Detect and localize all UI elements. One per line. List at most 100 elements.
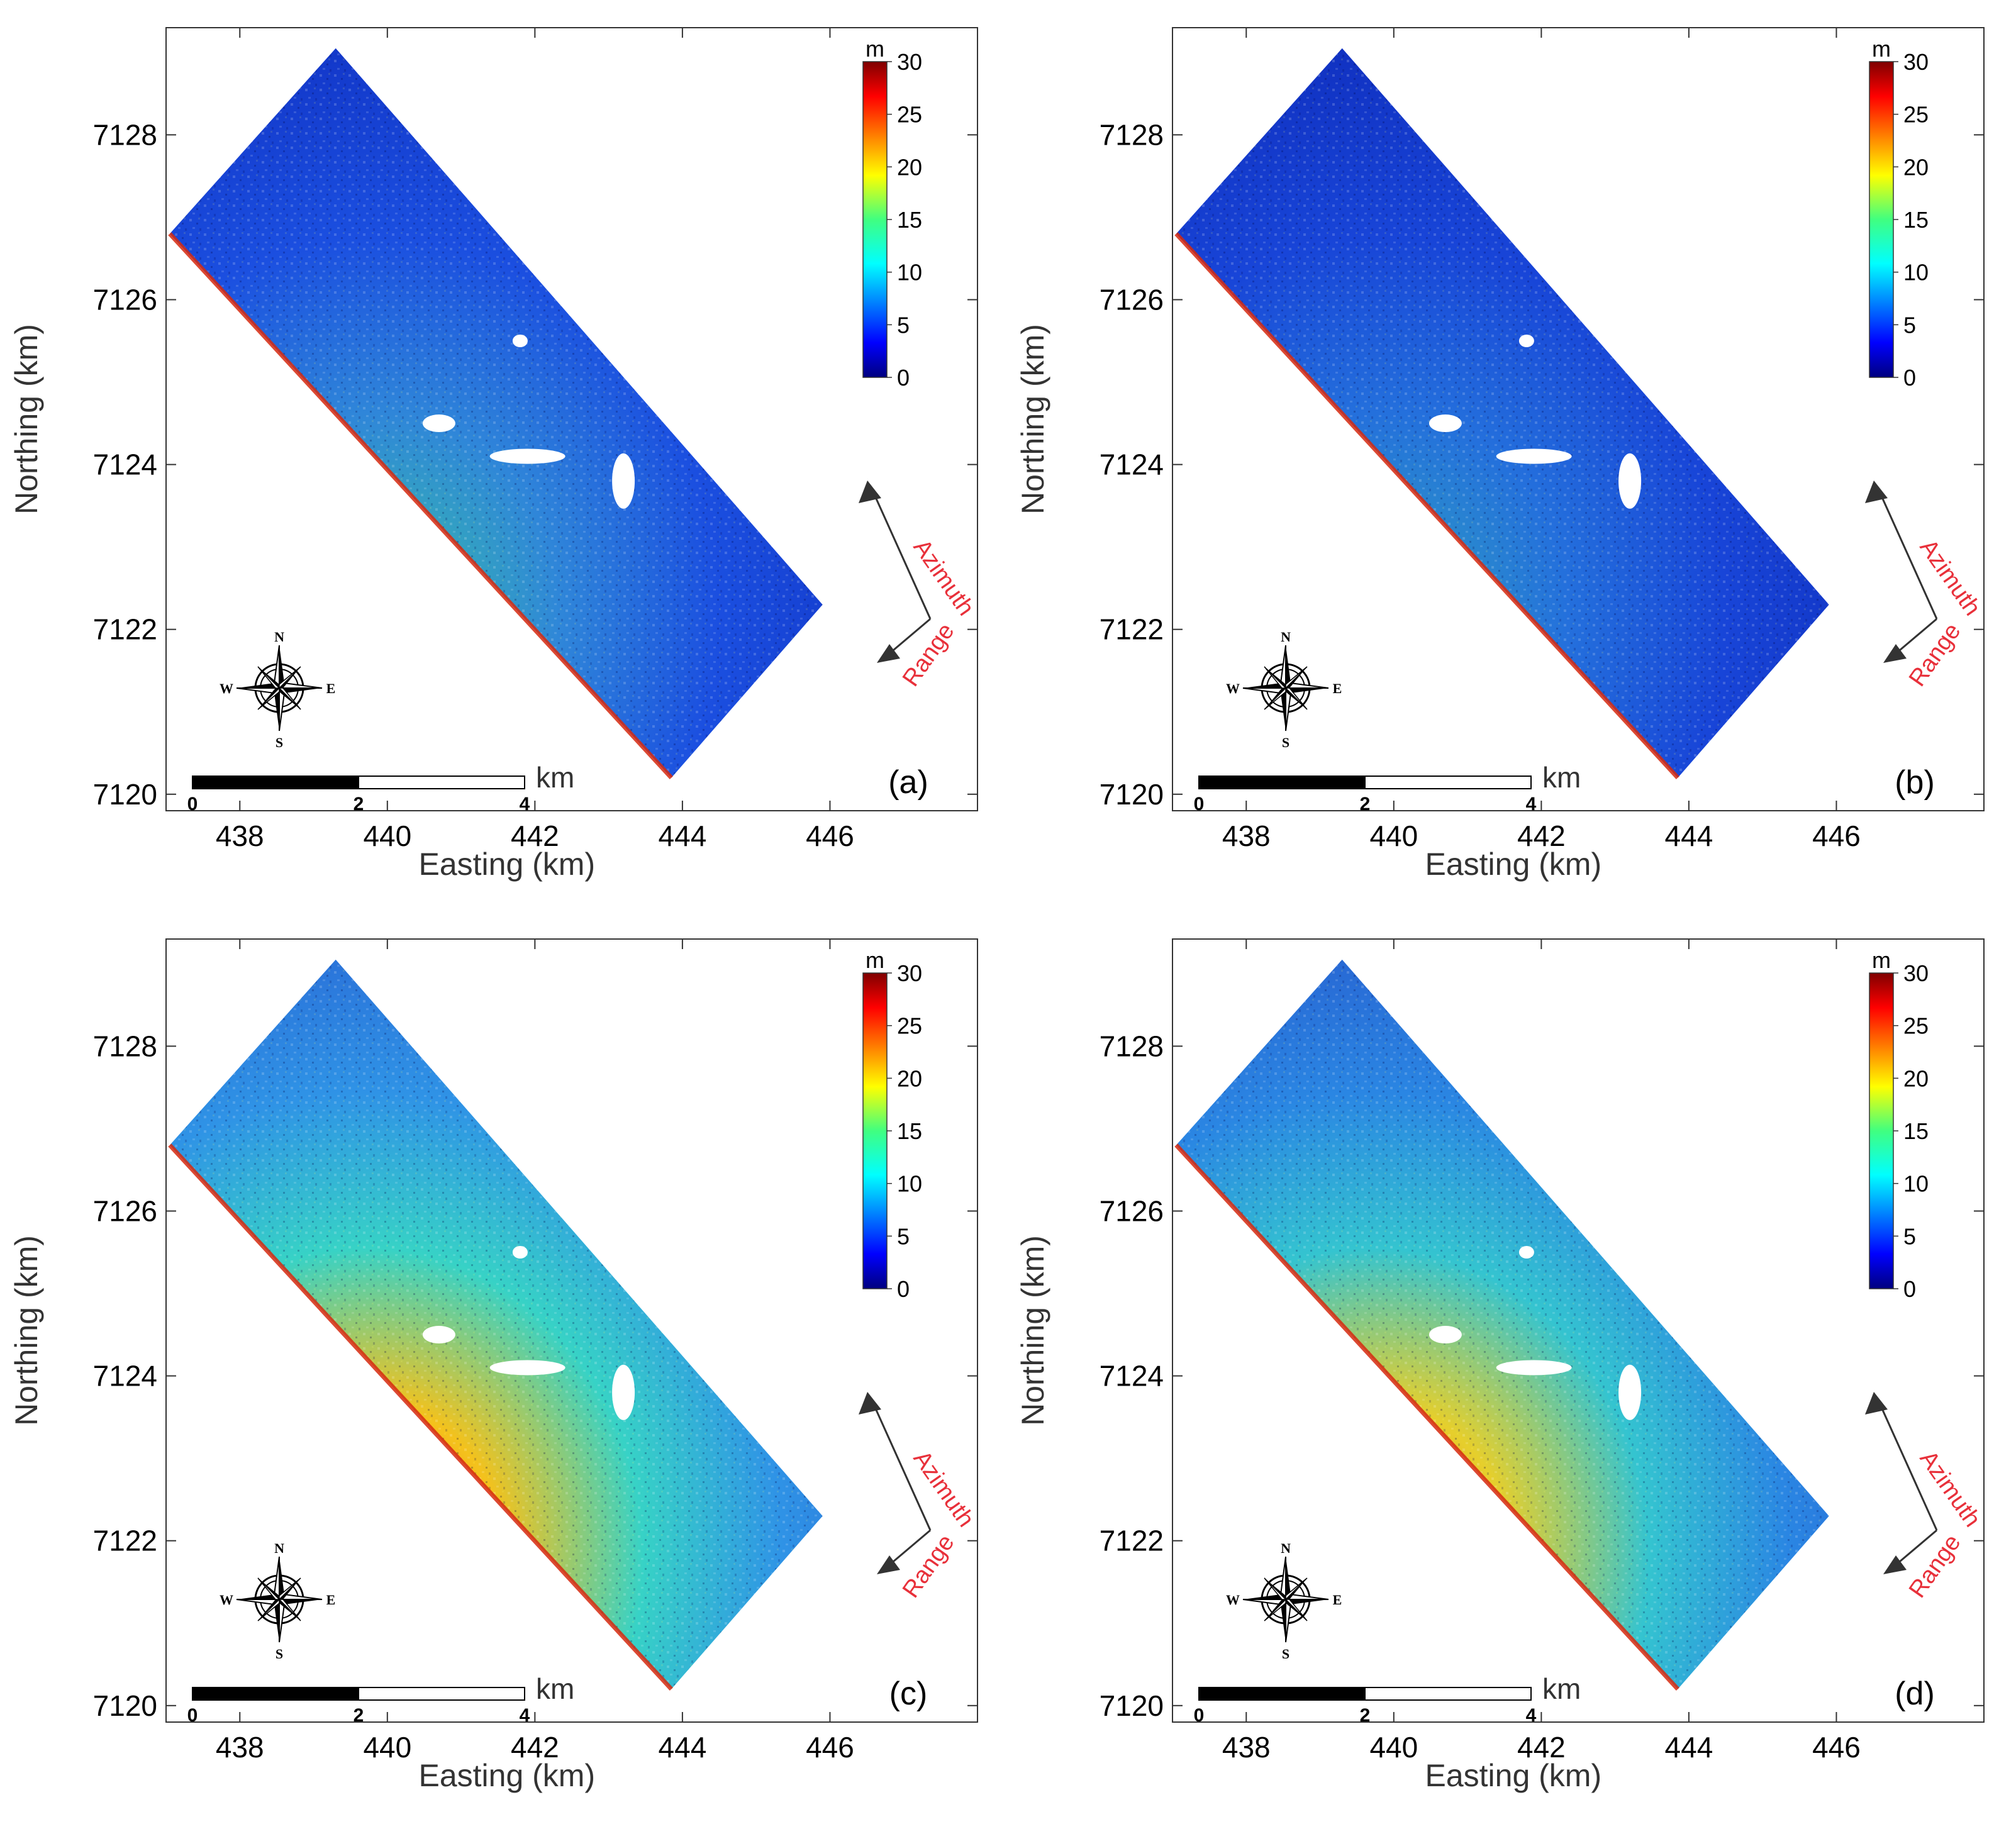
y-axis-title: Northing (km) [9,1235,44,1426]
y-tick-label: 7126 [1100,1194,1164,1227]
colorbar-tick-label: 0 [1903,1276,1916,1302]
y-tick-label: 7120 [1100,1689,1164,1722]
x-tick-label: 442 [1517,1731,1566,1764]
no-data-patch [565,1138,578,1152]
no-data-patch [565,227,578,240]
azimuth-arrow-head [859,481,881,503]
colorbar-tick-label: 30 [897,960,922,986]
compass-rose: N S E W [1226,629,1342,750]
x-tick-label: 444 [1665,820,1713,852]
colorbar-tick-label: 25 [897,102,922,128]
scale-bar-label: 4 [1526,794,1537,814]
no-data-patch [1496,1360,1572,1376]
colorbar-tick-label: 10 [1903,260,1929,286]
colorbar-unit: m [866,36,884,62]
scale-bar-label: 4 [520,794,530,814]
x-tick-label: 440 [1369,820,1418,852]
height-map-texture [1176,959,1829,1689]
compass-w: W [1226,1592,1240,1608]
y-tick-label: 7128 [1100,118,1164,151]
colorbar-tick-label: 30 [1903,49,1929,75]
y-tick-label: 7120 [93,1689,157,1722]
colorbar-tick-label: 15 [897,1118,922,1144]
height-map-texture [1176,48,1829,778]
scale-bar-label: 2 [1360,794,1371,814]
x-tick-label: 442 [511,820,559,852]
colorbar-tick-label: 15 [1903,1118,1929,1144]
no-data-patch [1518,335,1534,347]
azimuth-arrow-line [872,492,932,620]
y-axis-title: Northing (km) [1015,324,1050,514]
footprint-edge [168,232,673,779]
scale-bar-white [358,776,525,789]
x-tick-label: 440 [363,1731,411,1764]
no-data-patch [489,1360,565,1376]
no-data-patch [1285,1368,1311,1384]
colorbar-tick-label: 0 [1903,365,1916,391]
azimuth-arrow-head [1865,481,1888,503]
compass-s: S [1282,1646,1289,1662]
no-data-patch [1428,414,1462,433]
panel-label: (d) [1895,1676,1935,1712]
x-tick-label: 446 [806,1731,854,1764]
x-tick-label: 446 [1812,1731,1861,1764]
panel-label: (c) [889,1676,928,1712]
x-axis-title: Easting (km) [418,1758,595,1793]
colorbar-tick-label: 20 [1903,154,1929,180]
compass-s: S [276,1646,283,1662]
compass-w: W [1226,681,1240,696]
y-axis-title: Northing (km) [1015,1235,1050,1426]
x-tick-label: 440 [363,820,411,852]
colorbar-tick-label: 20 [897,154,922,180]
y-tick-label: 7124 [93,1360,157,1393]
scale-bar-black [1198,1687,1366,1701]
y-tick-label: 7128 [93,118,157,151]
scale-bar-label: 0 [187,1705,198,1726]
compass-e: E [326,1592,336,1608]
colorbar-tick-label: 0 [897,365,910,391]
footprint-edge [1174,232,1679,779]
x-tick-label: 440 [1369,1731,1418,1764]
y-tick-label: 7124 [1100,1360,1164,1393]
y-tick-label: 7124 [1100,448,1164,481]
y-tick-label: 7122 [1100,1525,1164,1557]
no-data-patch [512,335,528,347]
azimuth-arrow-line [1879,1404,1938,1531]
x-axis-title: Easting (km) [1425,1758,1601,1793]
compass-rose: N S E W [1226,1540,1342,1662]
no-data-patch [422,1326,455,1344]
footprint-edge [1174,1143,1679,1691]
footprint-edge [168,1143,673,1691]
scale-bar-white [1364,776,1532,789]
compass-e: E [1333,681,1342,696]
compass-w: W [220,1592,233,1608]
no-data-patch [422,414,455,433]
no-data-patch [1618,453,1642,509]
scale-bar-unit: km [1542,761,1581,794]
compass-w: W [220,681,233,696]
scale-bar-label: 2 [354,794,364,814]
x-tick-label: 444 [1665,1731,1713,1764]
azimuth-arrow-head [859,1392,881,1415]
colorbar-tick-label: 5 [1903,312,1916,338]
colorbar [1869,61,1894,378]
colorbar-tick-label: 30 [1903,960,1929,986]
x-tick-label: 438 [216,820,264,852]
map-panel-d: 438 440 442 444 446 7120 7122 7124 7126 7128 Easti… [1015,938,1986,1793]
x-tick-label: 446 [806,820,854,852]
compass-n: N [274,629,284,645]
map-panel-a: 438 440 442 444 446 7120 7122 7124 7126 7128 Easti… [9,27,979,882]
scale-bar-label: 0 [1194,1705,1205,1726]
no-data-patch [279,457,304,472]
scale-bar-label: 4 [1526,1705,1537,1726]
height-map-texture [169,959,823,1689]
range-arrow-line [889,618,931,655]
scale-bar-unit: km [1542,1672,1581,1705]
colorbar-tick-label: 0 [897,1276,910,1302]
map-panel-c: 438 440 442 444 446 7120 7122 7124 7126 7128 Easti… [9,938,979,1793]
scale-bar-white [358,1687,525,1701]
colorbar-tick-label: 10 [897,1171,922,1197]
colorbar-tick-label: 10 [1903,1171,1929,1197]
scale-bar-label: 4 [520,1705,530,1726]
colorbar-tick-label: 25 [1903,102,1929,128]
